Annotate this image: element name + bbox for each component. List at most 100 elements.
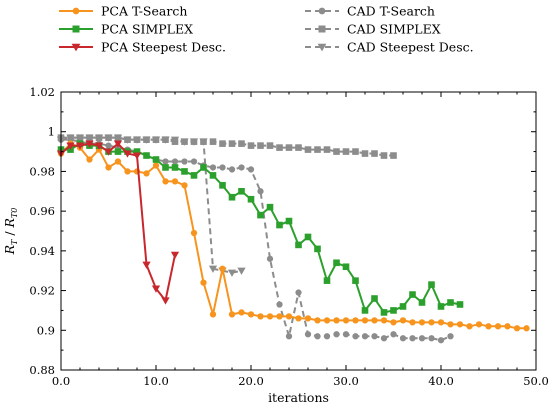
data-point-pca-simplex	[133, 148, 141, 155]
data-point-pca-simplex	[314, 245, 321, 253]
y-tick-label: 0.96	[29, 204, 55, 218]
data-point-cad-t-search	[295, 289, 302, 296]
data-point-cad-steepest-desc	[132, 136, 142, 144]
data-point-pca-t-search	[342, 317, 350, 324]
data-point-pca-t-search	[105, 164, 112, 171]
data-point-pca-t-search	[352, 317, 359, 324]
data-point-cad-steepest-desc	[75, 134, 85, 142]
data-point-pca-simplex	[352, 277, 359, 284]
data-point-pca-t-search	[437, 319, 445, 326]
legend-label: PCA T-Search	[101, 4, 187, 19]
data-point-pca-t-search	[266, 313, 274, 320]
data-point-pca-t-search	[257, 313, 264, 320]
data-point-pca-t-search	[409, 319, 416, 326]
data-point-cad-simplex	[342, 148, 350, 155]
data-point-cad-t-search	[247, 166, 255, 173]
legend-marker	[317, 43, 327, 52]
data-point-pca-simplex	[437, 303, 445, 310]
data-point-cad-t-search	[181, 158, 188, 165]
x-tick-label: 10.0	[143, 374, 169, 388]
data-point-pca-t-search	[209, 311, 217, 318]
series-pca-simplex	[57, 140, 464, 316]
x-tick-label: 30.0	[333, 374, 359, 388]
y-axis-title: RT / RT0	[2, 208, 19, 256]
data-point-pca-t-search	[190, 229, 198, 237]
data-point-pca-t-search	[114, 158, 122, 165]
data-point-pca-t-search	[124, 168, 131, 175]
data-point-cad-t-search	[228, 166, 236, 173]
data-point-cad-simplex	[247, 142, 255, 149]
series-pca-t-search	[57, 140, 530, 332]
data-point-pca-simplex	[171, 164, 179, 171]
data-point-pca-simplex	[456, 301, 464, 308]
data-point-pca-t-search	[371, 317, 378, 324]
data-point-cad-steepest-desc	[237, 267, 246, 275]
series-pca-steepest-desc	[56, 140, 180, 305]
data-point-pca-simplex	[390, 307, 397, 314]
legend-item-cad-t-search: CAD T-Search	[305, 4, 435, 19]
data-point-cad-steepest-desc	[189, 138, 199, 146]
data-point-cad-steepest-desc	[104, 134, 113, 142]
data-point-pca-t-search	[143, 170, 150, 177]
data-point-cad-t-search	[437, 337, 445, 344]
data-point-cad-t-search	[209, 164, 217, 171]
data-point-pca-steepest-desc	[132, 152, 142, 160]
data-point-pca-t-search	[219, 265, 226, 272]
data-point-cad-simplex	[209, 138, 217, 145]
data-point-pca-simplex	[342, 263, 350, 271]
data-point-pca-simplex	[380, 309, 388, 316]
data-point-pca-simplex	[209, 172, 217, 179]
y-tick-label: 0.9	[37, 323, 55, 337]
data-point-pca-t-search	[171, 178, 179, 185]
x-tick-label: 50.0	[523, 374, 549, 388]
data-point-pca-t-search	[475, 321, 483, 328]
data-point-pca-simplex	[447, 299, 454, 306]
data-point-cad-steepest-desc	[161, 136, 170, 144]
series-line-pca-simplex	[61, 142, 461, 314]
legend-marker	[318, 7, 326, 15]
data-point-pca-simplex	[190, 172, 198, 179]
data-point-pca-simplex	[276, 221, 283, 229]
data-point-cad-steepest-desc	[208, 265, 218, 273]
data-point-cad-t-search	[409, 335, 416, 342]
data-point-cad-simplex	[304, 146, 312, 153]
data-point-cad-simplex	[219, 140, 226, 147]
data-point-cad-t-search	[285, 333, 293, 340]
x-tick-label: 20.0	[238, 374, 264, 388]
data-point-cad-steepest-desc	[170, 136, 180, 144]
legend-item-pca-simplex: PCA SIMPLEX	[59, 22, 193, 37]
data-point-cad-simplex	[295, 144, 302, 151]
data-point-pca-steepest-desc	[123, 150, 132, 158]
data-point-cad-t-search	[399, 335, 407, 342]
y-tick-label: 0.94	[29, 244, 55, 258]
data-point-cad-simplex	[276, 144, 283, 151]
data-point-pca-simplex	[295, 241, 302, 249]
data-point-pca-steepest-desc	[75, 142, 85, 150]
legend-label: CAD Steepest Desc.	[347, 40, 474, 55]
series-layer	[56, 134, 530, 344]
data-point-pca-t-search	[181, 182, 188, 189]
data-point-cad-t-search	[257, 188, 264, 195]
data-point-pca-t-search	[418, 319, 426, 326]
data-point-cad-simplex	[238, 140, 245, 147]
x-tick-label: 0.0	[52, 374, 70, 388]
legend-marker	[72, 25, 80, 33]
data-point-cad-steepest-desc	[199, 138, 208, 146]
legend-item-pca-steepest-desc: PCA Steepest Desc.	[59, 40, 226, 55]
data-point-cad-t-search	[304, 331, 312, 338]
data-point-cad-t-search	[171, 158, 179, 165]
series-cad-steepest-desc	[56, 134, 246, 277]
legend-label: CAD SIMPLEX	[347, 22, 441, 37]
legend: PCA T-Search PCA SIMPLEX PCA Steepest Desc…	[59, 4, 474, 55]
y-tick-label: 0.98	[29, 164, 55, 178]
plot-frame	[60, 91, 537, 371]
data-point-pca-steepest-desc	[161, 297, 170, 305]
data-point-pca-simplex	[219, 182, 226, 189]
data-point-pca-t-search	[238, 309, 245, 316]
legend-item-pca-t-search: PCA T-Search	[59, 4, 187, 19]
data-point-cad-t-search	[390, 331, 397, 338]
data-point-pca-t-search	[152, 162, 160, 169]
data-point-pca-simplex	[361, 307, 369, 314]
data-point-pca-t-search	[513, 325, 521, 332]
data-point-pca-simplex	[333, 259, 340, 267]
